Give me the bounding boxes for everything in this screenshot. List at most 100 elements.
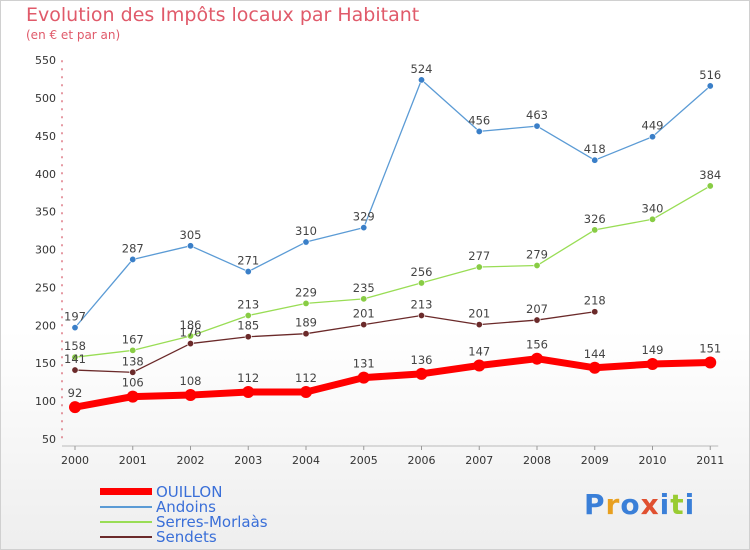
data-point-andoins (360, 224, 368, 232)
data-point-serres-morlaas (71, 353, 79, 361)
data-label-ouillon: 151 (699, 341, 721, 355)
data-label-ouillon: 112 (237, 371, 259, 385)
data-point-sendets (475, 321, 483, 329)
data-label-ouillon: 147 (468, 345, 490, 359)
data-label-serres-morlaas: 384 (699, 168, 721, 182)
y-tick-label: 150 (35, 357, 56, 370)
data-point-ouillon (126, 390, 139, 403)
y-tick-label: 400 (35, 168, 56, 181)
y-tick-label: 300 (35, 244, 56, 257)
y-tick-label: 100 (35, 395, 56, 408)
x-tick-label: 2007 (465, 454, 493, 467)
data-label-serres-morlaas: 167 (122, 332, 144, 346)
data-point-sendets (302, 330, 310, 338)
legend-label: OUILLON (156, 482, 223, 501)
y-tick-label: 450 (35, 130, 56, 143)
data-point-andoins (417, 76, 425, 84)
data-point-andoins (71, 324, 79, 332)
data-label-andoins: 524 (411, 62, 433, 76)
data-point-andoins (533, 122, 541, 130)
chart-title: Evolution des Impôts locaux par Habitant (26, 4, 420, 26)
data-label-ouillon: 108 (180, 374, 202, 388)
data-point-andoins (591, 156, 599, 164)
legend-item-serres-morlaas: Serres-Morlaàs (100, 512, 268, 531)
data-label-serres-morlaas: 326 (584, 212, 606, 226)
data-label-serres-morlaas: 229 (295, 285, 317, 299)
data-label-ouillon: 112 (295, 371, 317, 385)
x-tick-label: 2005 (350, 454, 378, 467)
data-point-andoins (187, 242, 195, 250)
data-label-sendets: 176 (180, 326, 202, 340)
data-label-andoins: 310 (295, 224, 317, 238)
data-label-ouillon: 92 (68, 386, 83, 400)
x-tick-label: 2001 (119, 454, 147, 467)
data-point-ouillon (588, 361, 601, 374)
data-point-sendets (533, 316, 541, 324)
data-label-andoins: 329 (353, 210, 375, 224)
data-point-ouillon (184, 389, 197, 402)
x-tick-label: 2011 (696, 454, 724, 467)
x-tick-label: 2009 (581, 454, 609, 467)
data-point-sendets (360, 321, 368, 329)
data-point-ouillon (531, 352, 543, 365)
data-label-sendets: 201 (353, 307, 375, 321)
data-point-andoins (129, 255, 137, 263)
data-point-sendets (417, 312, 425, 320)
data-label-serres-morlaas: 235 (353, 281, 375, 295)
data-label-andoins: 449 (642, 119, 664, 133)
data-label-andoins: 418 (584, 142, 606, 156)
series-line-sendets (74, 311, 595, 373)
data-label-sendets: 185 (237, 319, 259, 333)
data-label-ouillon: 156 (526, 338, 548, 352)
data-point-ouillon (357, 371, 370, 384)
y-tick-label: 500 (35, 92, 56, 105)
data-point-ouillon (704, 356, 717, 369)
legend-swatch (100, 535, 152, 538)
data-point-serres-morlaas (187, 332, 195, 340)
x-tick-label: 2008 (523, 454, 551, 467)
data-point-serres-morlaas (417, 279, 425, 287)
legend-item-andoins: Andoins (100, 497, 268, 516)
legend-label: Sendets (156, 527, 217, 546)
x-tick-label: 2010 (639, 454, 667, 467)
x-tick-label: 2000 (61, 454, 89, 467)
data-label-sendets: 201 (468, 307, 490, 321)
legend-label: Andoins (156, 497, 216, 516)
data-point-andoins (302, 238, 310, 246)
data-point-sendets (129, 368, 137, 376)
data-label-sendets: 189 (295, 316, 317, 330)
y-tick-label: 350 (35, 206, 56, 219)
series-line-ouillon (74, 355, 711, 411)
data-label-ouillon: 136 (411, 353, 433, 367)
legend-swatch (100, 505, 152, 508)
legend: OUILLON Andoins Serres-Morlaàs Sendets (100, 482, 268, 546)
data-label-andoins: 305 (180, 228, 202, 242)
x-tick-label: 2002 (177, 454, 205, 467)
data-point-serres-morlaas (244, 312, 252, 320)
y-tick-label: 550 (35, 54, 56, 67)
data-point-andoins (706, 82, 714, 90)
data-label-ouillon: 106 (122, 376, 144, 390)
data-label-sendets: 218 (584, 294, 606, 308)
legend-item-sendets: Sendets (100, 527, 268, 546)
data-label-serres-morlaas: 186 (180, 318, 202, 332)
data-label-ouillon: 144 (584, 347, 606, 361)
data-point-serres-morlaas (129, 346, 137, 354)
series-line-andoins (74, 79, 711, 329)
data-point-serres-morlaas (302, 299, 310, 307)
chart-subtitle: (en € et par an) (26, 28, 121, 42)
data-label-andoins: 271 (237, 254, 259, 268)
legend-item-ouillon: OUILLON (100, 482, 268, 501)
data-label-serres-morlaas: 256 (411, 265, 433, 279)
x-tick-label: 2003 (234, 454, 262, 467)
data-label-andoins: 463 (526, 108, 548, 122)
y-tick-label: 50 (42, 433, 56, 446)
data-label-ouillon: 131 (353, 357, 375, 371)
legend-label: Serres-Morlaàs (156, 512, 268, 531)
data-point-ouillon (415, 367, 428, 380)
data-label-sendets: 141 (64, 352, 86, 366)
data-label-sendets: 213 (411, 298, 433, 312)
data-point-sendets (71, 366, 79, 374)
